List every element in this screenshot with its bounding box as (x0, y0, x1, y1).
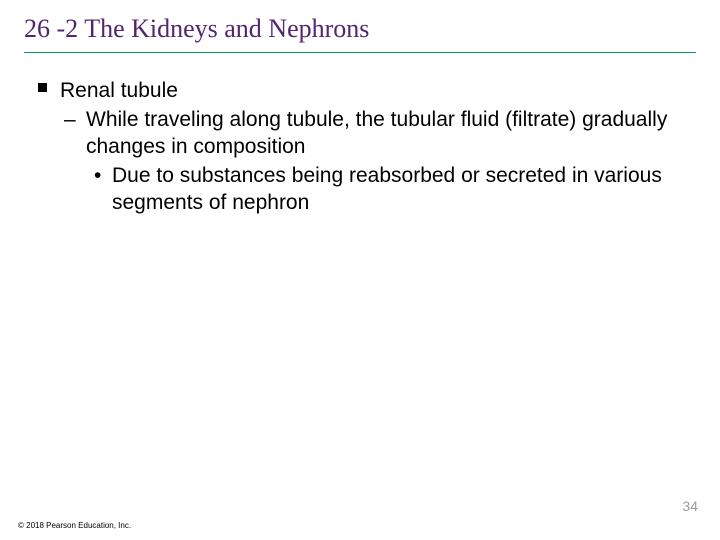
page-number: 34 (682, 498, 698, 514)
title-underline (24, 52, 696, 53)
slide-title: 26 -2 The Kidneys and Nephrons (24, 14, 369, 44)
dot-bullet-icon: • (94, 163, 101, 190)
dash-bullet-icon: – (64, 107, 76, 134)
bullet-text: While traveling along tubule, the tubula… (86, 108, 667, 158)
content-body: Renal tubule – While traveling along tub… (38, 78, 692, 216)
bullet-level1: Renal tubule (38, 78, 692, 105)
bullet-level3: • Due to substances being reabsorbed or … (38, 163, 692, 217)
copyright-footer: © 2018 Pearson Education, Inc. (18, 521, 131, 530)
bullet-text: Due to substances being reabsorbed or se… (112, 164, 662, 214)
square-bullet-icon (38, 83, 47, 92)
bullet-level2: – While traveling along tubule, the tubu… (38, 107, 692, 161)
bullet-text: Renal tubule (60, 79, 178, 102)
